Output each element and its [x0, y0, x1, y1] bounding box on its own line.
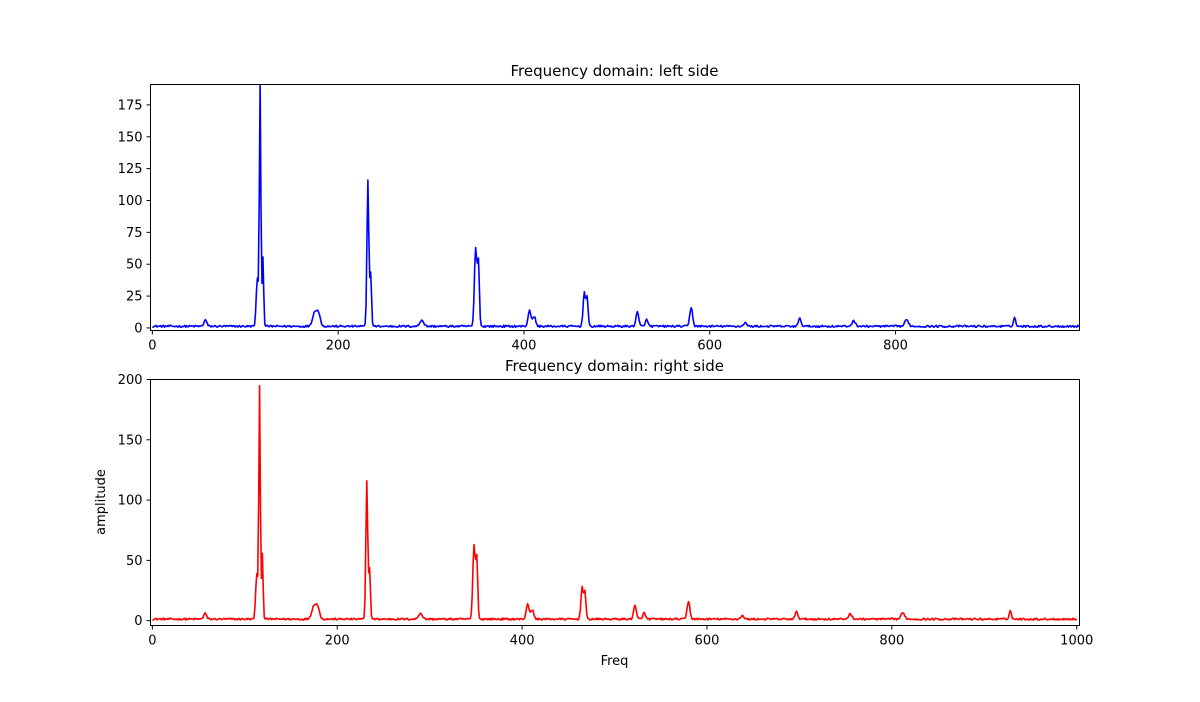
left-side-chart: Frequency domain: left side 0 200 400 600 80…	[118, 62, 1082, 354]
y-tick-label: 100	[118, 494, 143, 509]
x-tick-label: 400	[510, 634, 535, 649]
y-tick-label: 150	[118, 433, 143, 448]
y-tick-label: 75	[126, 226, 143, 241]
x-tick-label: 600	[697, 339, 722, 354]
y-tick-label: 200	[118, 373, 143, 388]
x-tick-label: 200	[325, 634, 350, 649]
y-tick-label: 175	[118, 98, 143, 113]
y-tick-label: 50	[126, 554, 143, 569]
x-tick-label: 200	[326, 339, 351, 354]
x-axis-label: Freq	[601, 654, 629, 669]
x-tick-label: 0	[148, 634, 156, 649]
series-line-left	[152, 81, 1081, 327]
y-tick-label: 25	[126, 290, 143, 305]
y-axis: 0 50 100 150 200	[118, 373, 151, 629]
chart-title: Frequency domain: left side	[510, 62, 718, 80]
series-layer	[152, 81, 1081, 327]
y-axis: 0 25 50 75 100 125 150 175	[118, 98, 151, 336]
x-axis: 0 200 400 600 800	[148, 331, 908, 354]
right-side-chart: Frequency domain: right side 0 200 400 600 8…	[94, 357, 1093, 669]
x-tick-label: 1000	[1060, 634, 1093, 649]
plot-frame	[151, 85, 1080, 331]
series-line-right	[152, 386, 1076, 620]
y-tick-label: 150	[118, 130, 143, 145]
chart-title: Frequency domain: right side	[505, 357, 724, 375]
y-axis-label: amplitude	[94, 469, 109, 535]
y-tick-label: 0	[134, 614, 142, 629]
x-tick-label: 400	[512, 339, 537, 354]
x-tick-label: 600	[695, 634, 720, 649]
y-tick-label: 125	[118, 162, 143, 177]
x-tick-label: 0	[148, 339, 156, 354]
x-axis: 0 200 400 600 800 1000	[148, 626, 1093, 649]
plot-frame	[151, 380, 1080, 626]
y-tick-label: 100	[118, 194, 143, 209]
y-tick-label: 50	[126, 258, 143, 273]
y-tick-label: 0	[134, 321, 142, 336]
x-tick-label: 800	[879, 634, 904, 649]
series-layer	[152, 386, 1076, 620]
x-tick-label: 800	[883, 339, 908, 354]
